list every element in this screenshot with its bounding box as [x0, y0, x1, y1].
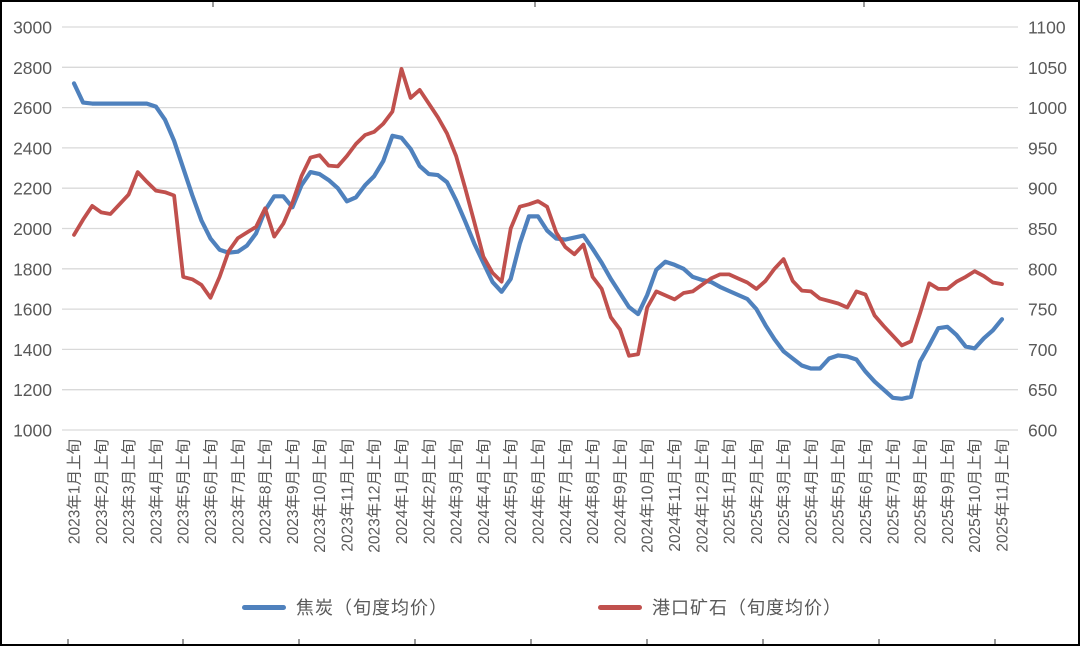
y-axis-left-tick: 2000 — [13, 219, 52, 239]
x-axis-month-label: 2024年4月上旬 — [475, 439, 493, 544]
edge-tick — [994, 639, 996, 644]
x-axis-month-label: 2024年8月上旬 — [584, 439, 602, 544]
x-axis-month-label: 2024年7月上旬 — [557, 439, 575, 544]
y-axis-left-tick: 3000 — [13, 18, 52, 38]
edge-tick — [646, 639, 648, 644]
x-axis-month-label: 2023年7月上旬 — [229, 439, 247, 544]
edge-tick — [67, 639, 69, 644]
edge-tick — [414, 639, 416, 644]
x-axis-month-label: 2025年3月上旬 — [775, 439, 793, 544]
edge-tick — [530, 639, 532, 644]
x-axis-month-label: 2023年4月上旬 — [147, 439, 165, 544]
x-axis-month-label: 2024年11月上旬 — [666, 439, 684, 552]
edge-tick — [878, 639, 880, 644]
y-axis-right-tick: 1100 — [1028, 18, 1066, 38]
x-axis-month-label: 2024年5月上旬 — [502, 439, 520, 544]
edge-tick — [534, 2, 536, 7]
ore-series-line — [72, 67, 1004, 358]
x-axis-month-label: 2023年6月上旬 — [202, 439, 220, 544]
x-axis-month-label: 2025年6月上旬 — [857, 439, 875, 544]
x-axis-month-label: 2023年8月上旬 — [257, 439, 275, 544]
y-axis-right-tick: 750 — [1028, 300, 1057, 320]
y-axis-right-tick: 850 — [1028, 219, 1057, 239]
x-axis-month-label: 2024年2月上旬 — [420, 439, 438, 544]
edge-tick — [182, 639, 184, 644]
y-axis-right-tick: 1050 — [1028, 58, 1067, 78]
x-axis-month-label: 2025年8月上旬 — [912, 439, 930, 544]
x-axis-month-label: 2025年2月上旬 — [748, 439, 766, 544]
x-axis-month-label: 2023年3月上旬 — [120, 439, 138, 544]
x-axis-month-label: 2023年10月上旬 — [311, 439, 329, 553]
x-axis-month-label: 2025年5月上旬 — [830, 439, 848, 544]
edge-tick — [762, 639, 764, 644]
y-axis-right-tick: 700 — [1028, 340, 1057, 360]
y-axis-left-tick: 1000 — [13, 421, 52, 441]
legend-item-ore: 港口矿石（旬度均价） — [598, 594, 842, 620]
x-axis-month-label: 2024年3月上旬 — [448, 439, 466, 544]
y-axis-right-tick: 900 — [1028, 179, 1057, 199]
legend-item-coke: 焦炭（旬度均价） — [242, 594, 448, 620]
y-axis-right-tick: 950 — [1028, 138, 1057, 158]
x-axis-month-label: 2024年6月上旬 — [530, 439, 548, 544]
y-axis-right-tick: 600 — [1028, 421, 1057, 441]
x-axis-month-label: 2025年11月上旬 — [994, 439, 1012, 552]
legend-label-ore: 港口矿石（旬度均价） — [652, 598, 842, 618]
y-axis-left-tick: 2800 — [13, 58, 52, 78]
y-axis-left-tick: 2200 — [13, 179, 52, 199]
ore-line-swatch — [598, 604, 642, 610]
y-axis-left-tick: 1200 — [13, 380, 52, 400]
legend-label-coke: 焦炭（旬度均价） — [296, 598, 448, 618]
y-axis-right-tick: 650 — [1028, 380, 1057, 400]
x-axis-month-label: 2023年1月上旬 — [66, 439, 84, 544]
x-axis-month-label: 2024年12月上旬 — [693, 439, 711, 553]
x-axis-month-label: 2023年9月上旬 — [284, 439, 302, 544]
x-axis-month-label: 2025年10月上旬 — [966, 439, 984, 553]
x-axis-month-label: 2024年1月上旬 — [393, 439, 411, 544]
edge-tick — [863, 2, 865, 7]
edge-tick — [298, 639, 300, 644]
x-axis-month-label: 2023年2月上旬 — [93, 439, 111, 544]
x-axis-month-label: 2025年4月上旬 — [802, 439, 820, 544]
x-axis-month-label: 2023年11月上旬 — [338, 439, 356, 552]
x-axis-month-label: 2025年9月上旬 — [939, 439, 957, 544]
coke-line-swatch — [242, 604, 286, 610]
x-axis-month-label: 2025年1月上旬 — [721, 439, 739, 544]
y-axis-left-tick: 2600 — [13, 98, 52, 118]
y-axis-right-tick: 1000 — [1028, 98, 1067, 118]
edge-tick — [212, 2, 214, 7]
y-axis-left-tick: 1400 — [13, 340, 52, 360]
y-axis-left-tick: 2400 — [13, 138, 52, 158]
x-axis-month-label: 2025年7月上旬 — [884, 439, 902, 544]
chart-legend: 焦炭（旬度均价） 港口矿石（旬度均价） — [2, 590, 1078, 624]
coke-series-line — [71, 81, 1005, 401]
x-axis-month-label: 2024年9月上旬 — [611, 439, 629, 544]
x-axis-month-label: 2023年12月上旬 — [366, 439, 384, 553]
y-axis-left-tick: 1600 — [13, 300, 52, 320]
y-axis-left-tick: 1800 — [13, 259, 52, 279]
x-axis-month-label: 2024年10月上旬 — [639, 439, 657, 553]
x-axis-month-label: 2023年5月上旬 — [175, 439, 193, 544]
y-axis-right-tick: 800 — [1028, 259, 1057, 279]
